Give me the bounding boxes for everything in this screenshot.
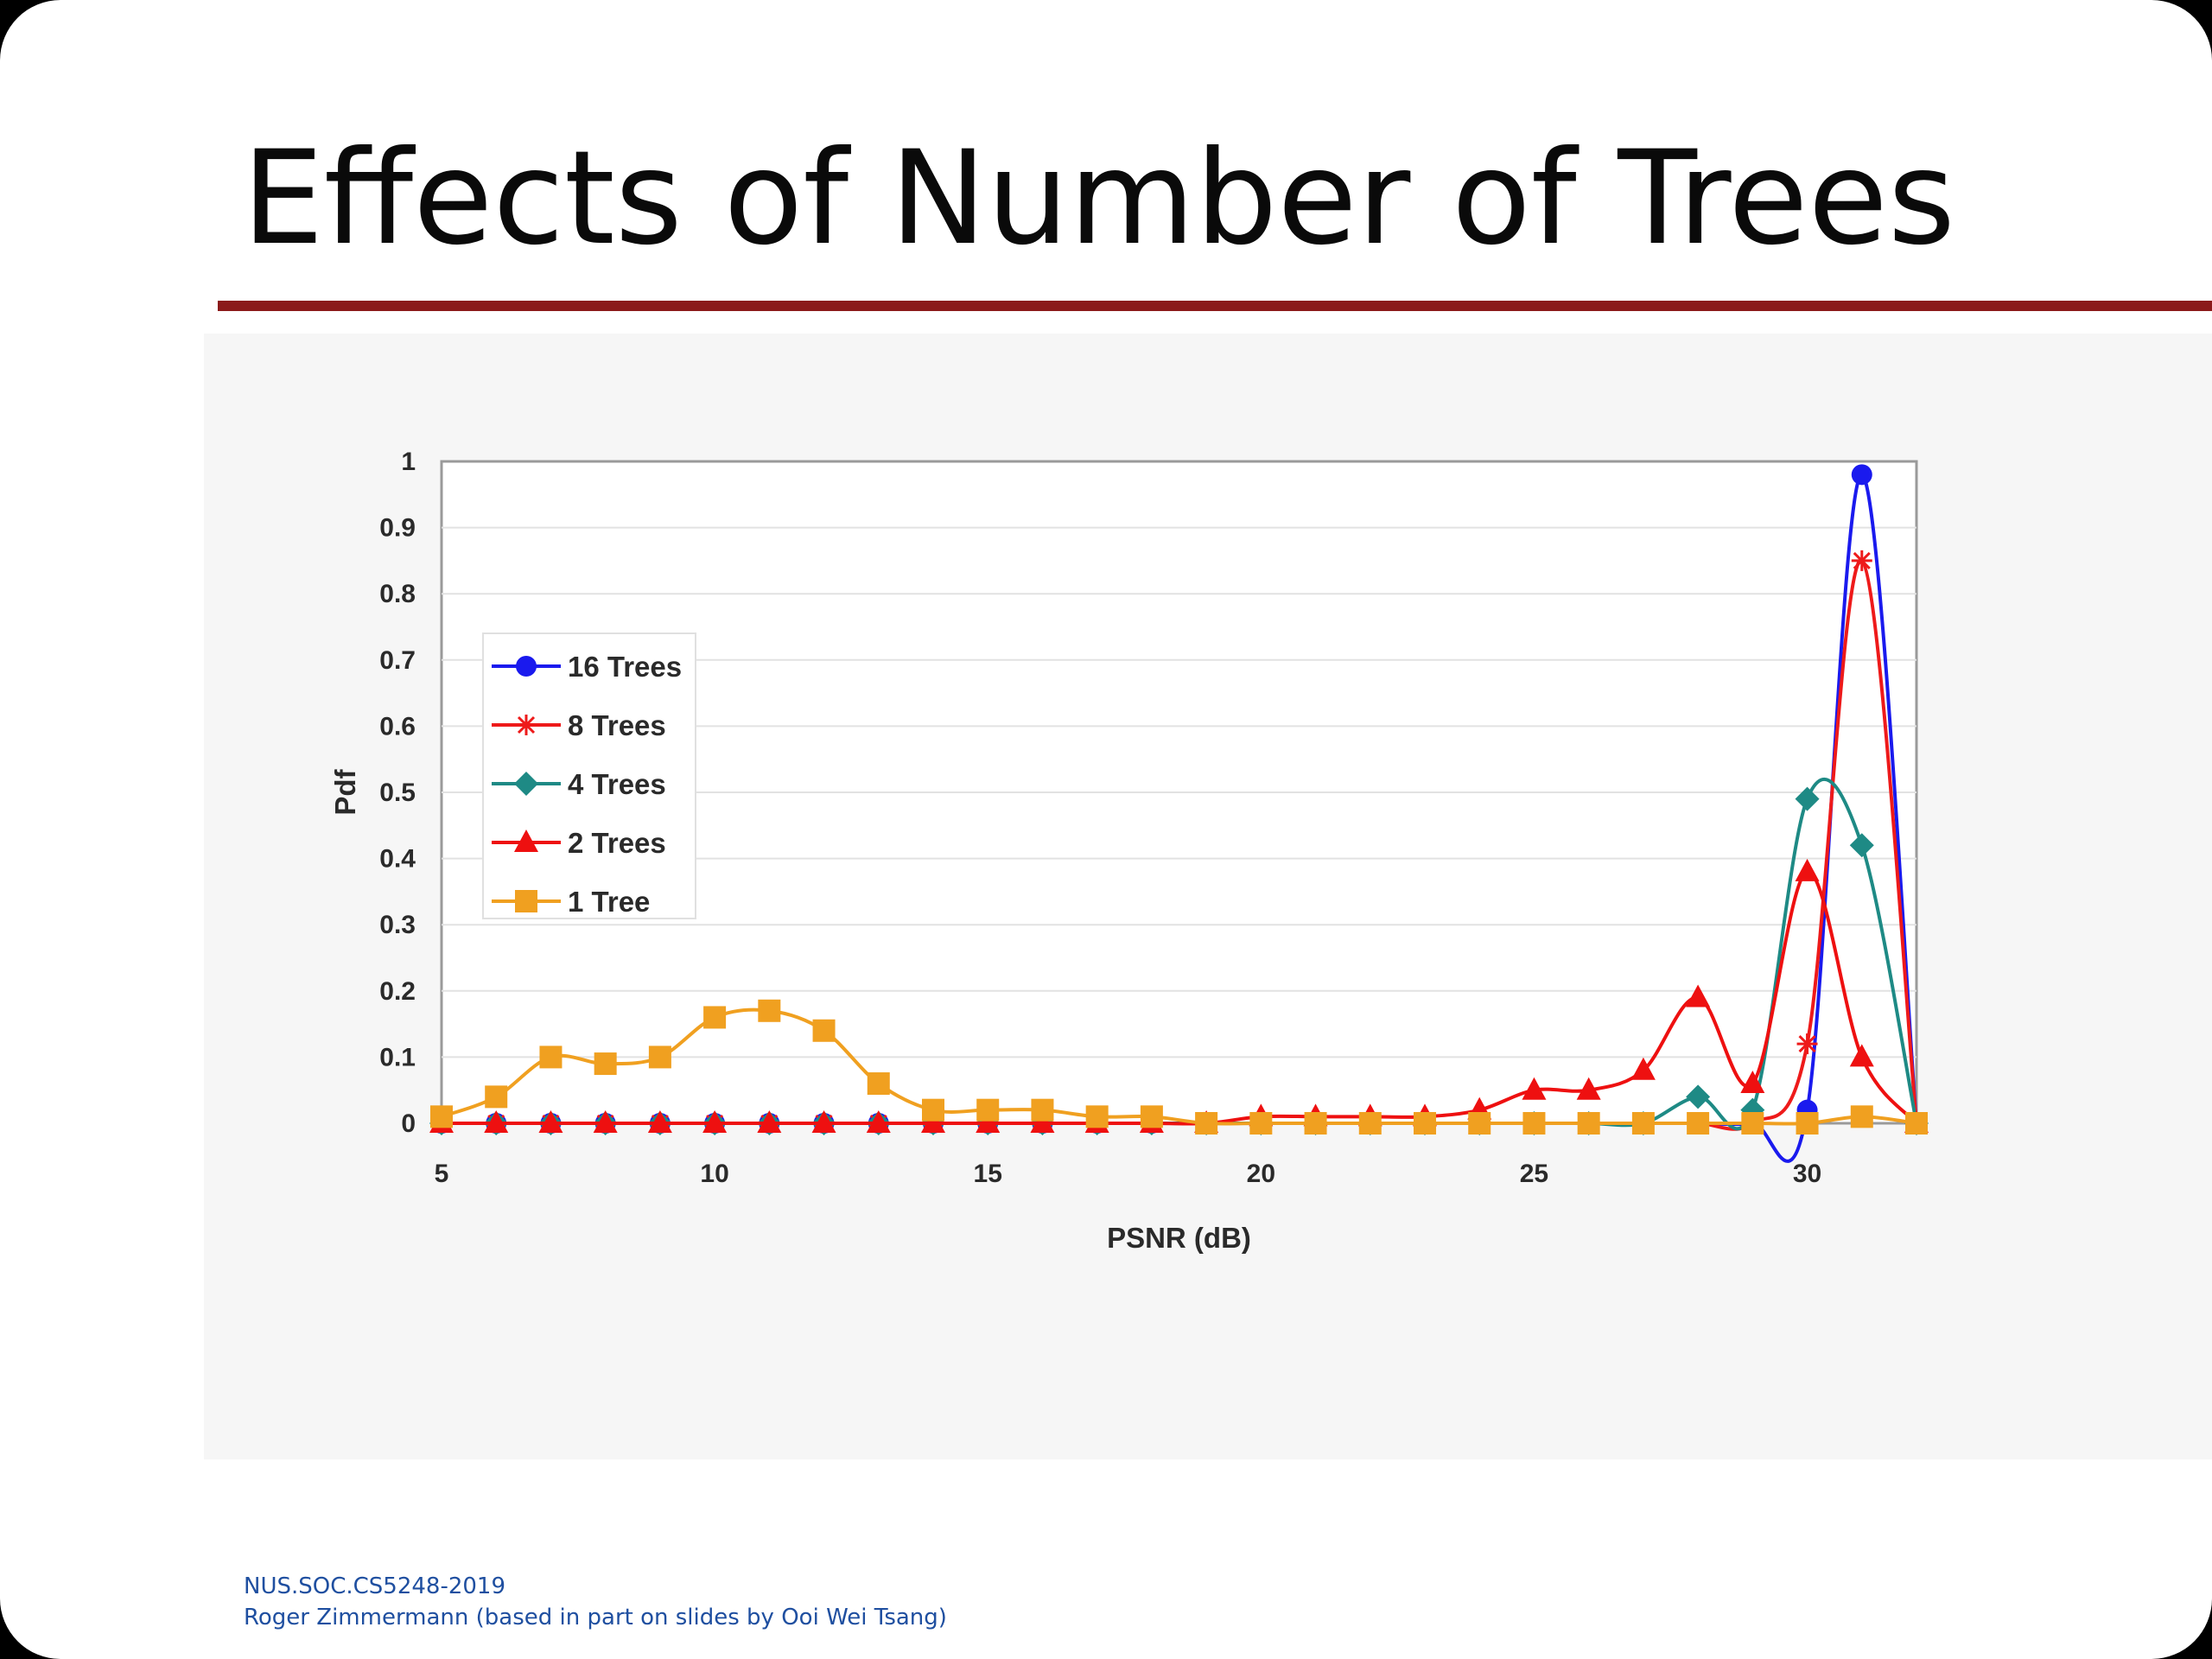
data-point-1-tree bbox=[1687, 1112, 1710, 1135]
y-tick-label: 0.2 bbox=[379, 977, 416, 1006]
data-point-16-trees bbox=[1851, 464, 1872, 486]
data-point-1-tree bbox=[1905, 1112, 1928, 1135]
x-tick-label: 15 bbox=[974, 1160, 1002, 1188]
x-tick-label: 5 bbox=[435, 1160, 449, 1188]
data-point-1-tree bbox=[922, 1098, 944, 1122]
data-point-1-tree bbox=[703, 1006, 727, 1029]
data-point-2-trees bbox=[1849, 1044, 1874, 1067]
axes: 00.10.20.30.40.50.60.70.80.915 10 15 20 25 30… bbox=[329, 448, 1821, 1254]
data-point-2-trees bbox=[1686, 984, 1711, 1007]
y-tick-label: 0.6 bbox=[379, 712, 416, 741]
data-point-1-tree bbox=[1796, 1112, 1819, 1135]
data-point-2-trees bbox=[1740, 1071, 1765, 1094]
legend: 16 Trees 8 Trees 4 Trees 2 Trees 1 Tree bbox=[482, 632, 696, 919]
footer: NUS.SOC.CS5248-2019 Roger Zimmermann (ba… bbox=[244, 1571, 947, 1633]
series-1-tree bbox=[430, 999, 1928, 1135]
data-point-1-tree bbox=[1085, 1105, 1109, 1128]
data-point-1-tree bbox=[1468, 1112, 1491, 1135]
legend-label: 1 Tree bbox=[568, 886, 650, 918]
y-tick-label: 1 bbox=[401, 448, 416, 476]
legend-marker bbox=[516, 656, 537, 677]
data-point-2-trees bbox=[538, 1110, 563, 1133]
data-point-2-trees bbox=[976, 1110, 1001, 1133]
data-point-2-trees bbox=[1576, 1077, 1601, 1100]
data-point-2-trees bbox=[921, 1110, 945, 1133]
legend-marker bbox=[515, 890, 537, 912]
pdf-line-chart: 00.10.20.30.40.50.60.70.80.915 10 15 20 25 30… bbox=[329, 448, 1929, 1254]
data-point-1-tree bbox=[1249, 1112, 1273, 1135]
footer-course: NUS.SOC.CS5248-2019 bbox=[244, 1573, 506, 1599]
data-point-1-tree bbox=[1631, 1112, 1655, 1135]
footer-credit: Roger Zimmermann (based in part on slide… bbox=[244, 1605, 947, 1630]
data-point-2-trees bbox=[1030, 1110, 1055, 1133]
chart-panel: 0 0.1 0.2 0.3 0.4 0.5 0.6 0.7 0.8 0.9 1 5 10 15 20 25 30… bbox=[204, 334, 2212, 1459]
legend-marker bbox=[516, 715, 537, 735]
data-point-8-trees bbox=[1851, 550, 1872, 571]
data-point-1-tree bbox=[1195, 1112, 1218, 1135]
data-point-1-tree bbox=[1140, 1105, 1163, 1128]
data-point-2-trees bbox=[1795, 858, 1820, 881]
x-axis-label: PSNR (dB) bbox=[1107, 1222, 1251, 1254]
legend-marker bbox=[514, 772, 538, 796]
data-point-2-trees bbox=[866, 1110, 891, 1133]
data-point-2-trees bbox=[757, 1110, 782, 1133]
y-axis-label: Pdf bbox=[329, 768, 361, 815]
data-point-2-trees bbox=[811, 1110, 836, 1133]
data-point-1-tree bbox=[1358, 1112, 1382, 1135]
data-point-1-tree bbox=[594, 1052, 617, 1076]
legend-item: 8 Trees bbox=[492, 709, 666, 741]
title-rule bbox=[218, 301, 2212, 311]
data-point-1-tree bbox=[758, 999, 781, 1022]
legend-item: 4 Trees bbox=[492, 768, 666, 800]
data-point-1-tree bbox=[648, 1046, 671, 1069]
data-point-2-trees bbox=[1522, 1077, 1547, 1100]
data-point-4-trees bbox=[1795, 786, 1820, 811]
y-tick-label: 0.8 bbox=[379, 580, 416, 608]
data-point-2-trees bbox=[593, 1110, 618, 1133]
data-point-1-tree bbox=[812, 1019, 836, 1042]
legend-box bbox=[482, 632, 696, 919]
y-tick-label: 0.9 bbox=[379, 514, 416, 543]
data-point-2-trees bbox=[647, 1110, 672, 1133]
y-tick-label: 0.1 bbox=[379, 1043, 416, 1071]
legend-item: 2 Trees bbox=[492, 827, 666, 859]
data-point-1-tree bbox=[1304, 1112, 1327, 1135]
data-point-1-tree bbox=[430, 1105, 453, 1128]
legend-label: 16 Trees bbox=[568, 651, 682, 683]
data-point-1-tree bbox=[1522, 1112, 1546, 1135]
legend-label: 4 Trees bbox=[568, 768, 666, 800]
data-point-2-trees bbox=[484, 1110, 509, 1133]
legend-label: 2 Trees bbox=[568, 827, 666, 859]
x-tick-label: 30 bbox=[1793, 1160, 1821, 1188]
data-point-2-trees bbox=[1630, 1057, 1656, 1080]
data-point-2-trees bbox=[702, 1110, 728, 1133]
data-point-4-trees bbox=[1849, 833, 1874, 858]
y-tick-label: 0.7 bbox=[379, 646, 416, 675]
x-tick-label: 10 bbox=[700, 1160, 728, 1188]
legend-marker bbox=[514, 830, 538, 852]
data-point-1-tree bbox=[1414, 1112, 1436, 1135]
y-tick-label: 0.5 bbox=[379, 779, 416, 807]
series-layer bbox=[429, 464, 1929, 1163]
x-tick-label: 20 bbox=[1247, 1160, 1275, 1188]
data-point-8-trees bbox=[1796, 1033, 1818, 1055]
data-point-1-tree bbox=[1741, 1112, 1764, 1135]
data-point-1-tree bbox=[1577, 1112, 1600, 1135]
legend-item: 16 Trees bbox=[492, 651, 682, 683]
y-tick-label: 0 bbox=[401, 1109, 416, 1138]
data-point-4-trees bbox=[1686, 1084, 1711, 1109]
slide-title: Effects of Number of Trees bbox=[242, 124, 1955, 274]
data-point-1-tree bbox=[867, 1072, 890, 1096]
data-point-1-tree bbox=[1850, 1105, 1873, 1128]
data-point-1-tree bbox=[1031, 1098, 1054, 1122]
y-tick-label: 0.4 bbox=[379, 845, 416, 874]
data-point-1-tree bbox=[539, 1046, 563, 1069]
y-tick-label: 0.3 bbox=[379, 911, 416, 939]
x-tick-label: 25 bbox=[1520, 1160, 1548, 1188]
legend-item: 1 Tree bbox=[492, 886, 650, 918]
legend-label: 8 Trees bbox=[568, 709, 666, 741]
data-point-1-tree bbox=[485, 1085, 508, 1109]
data-point-1-tree bbox=[976, 1098, 1000, 1122]
